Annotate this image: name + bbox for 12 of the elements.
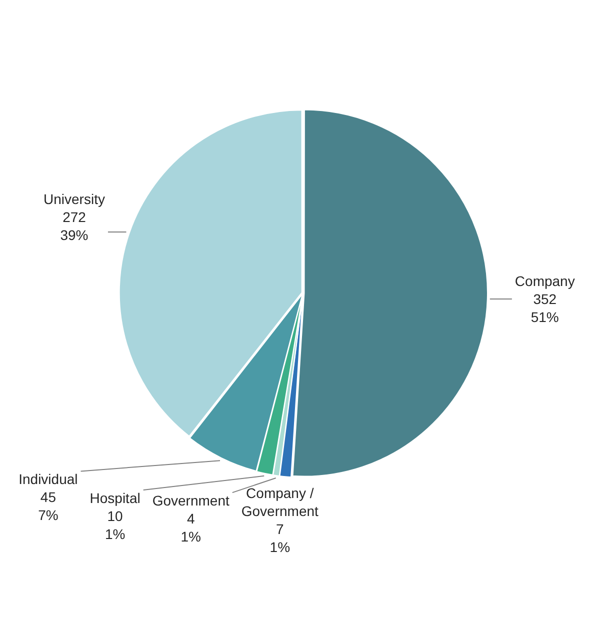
- data-label: 10 1%: [104, 508, 126, 542]
- slice-label: Company: [514, 273, 575, 290]
- slice-label: Hospital: [90, 490, 140, 506]
- data-label: 352 51%: [530, 291, 559, 326]
- slice-label: Individual: [18, 471, 78, 488]
- data-label: 45 7%: [38, 489, 58, 524]
- data-label: 272 39%: [60, 209, 88, 244]
- data-label: 7 1%: [270, 520, 290, 555]
- slice-label: Company / Government: [241, 484, 319, 519]
- slice-label: Government: [152, 492, 230, 508]
- slice-label: University: [44, 191, 105, 208]
- data-label: 4 1%: [180, 510, 201, 544]
